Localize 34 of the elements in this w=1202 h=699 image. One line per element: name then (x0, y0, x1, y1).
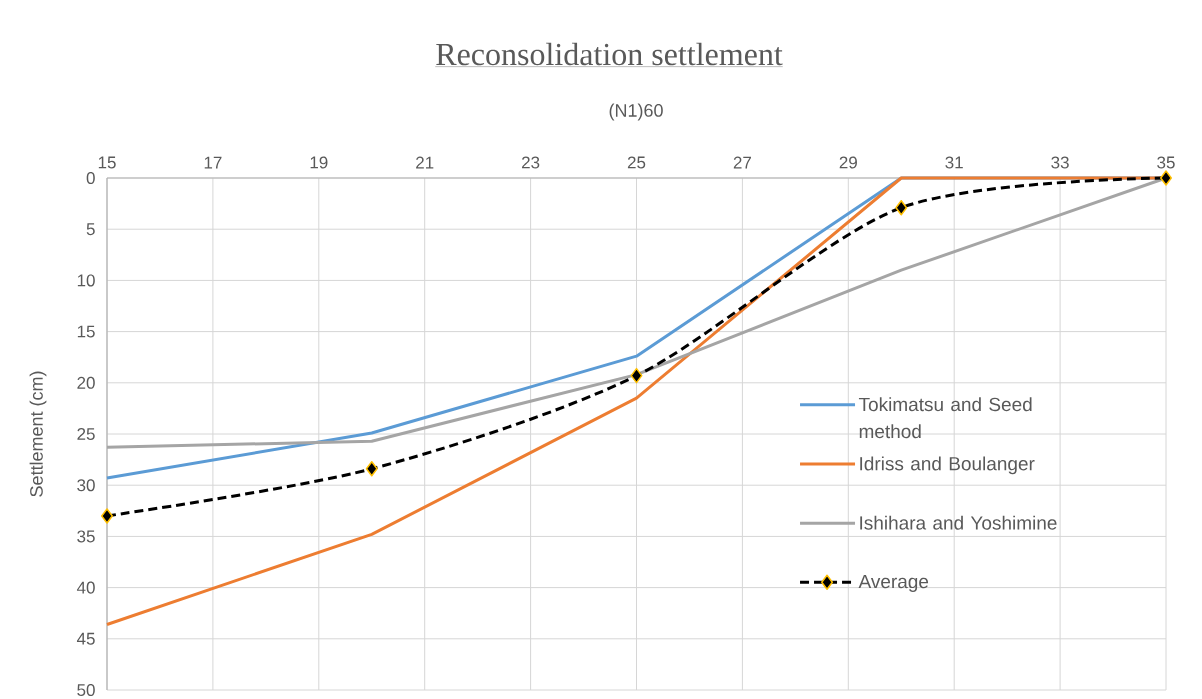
y-tick-label: 10 (77, 274, 95, 287)
point (630, 367, 643, 384)
y-tick-label: 30 (77, 479, 95, 492)
point (101, 508, 113, 524)
y-tick-label: 5 (86, 223, 95, 236)
y-tick-label: 50 (77, 683, 95, 697)
legend-label: Ishihara and Yoshimine (860, 515, 1057, 530)
x-tick-label: 31 (945, 156, 963, 169)
x-tick-label: 27 (733, 156, 751, 169)
x-tick-label: 33 (1051, 156, 1069, 169)
x-axis-title: (N1)60 (609, 103, 663, 121)
point (365, 461, 378, 477)
x-tick-label: 25 (627, 156, 646, 169)
x-tick-label: 19 (310, 156, 328, 169)
legend-label: Idriss and Boulanger (860, 456, 1035, 475)
x-tick-label: 35 (1157, 156, 1175, 169)
y-tick-label: 15 (77, 325, 95, 338)
point (895, 199, 908, 216)
y-tick-label: 35 (77, 530, 95, 543)
point (1160, 170, 1172, 186)
y-tick-label: 0 (86, 171, 95, 185)
y-tick-label: 20 (77, 376, 95, 389)
y-tick-label: 25 (77, 427, 95, 441)
x-tick-label: 23 (522, 156, 540, 169)
y-axis-title: Settlement (cm) (29, 371, 47, 497)
chart-title: Reconsolidation settlement (436, 42, 783, 66)
legend-label: Average (858, 574, 929, 592)
y-tick-label: 40 (76, 581, 95, 594)
y-tick-label: 45 (76, 632, 95, 645)
x-tick-label: 15 (98, 156, 116, 169)
x-tick-label: 29 (839, 156, 857, 169)
legend-label: Tokimatsu and Seed method (858, 397, 1032, 439)
x-tick-label: 21 (416, 156, 434, 169)
x-tick-label: 17 (204, 156, 222, 169)
